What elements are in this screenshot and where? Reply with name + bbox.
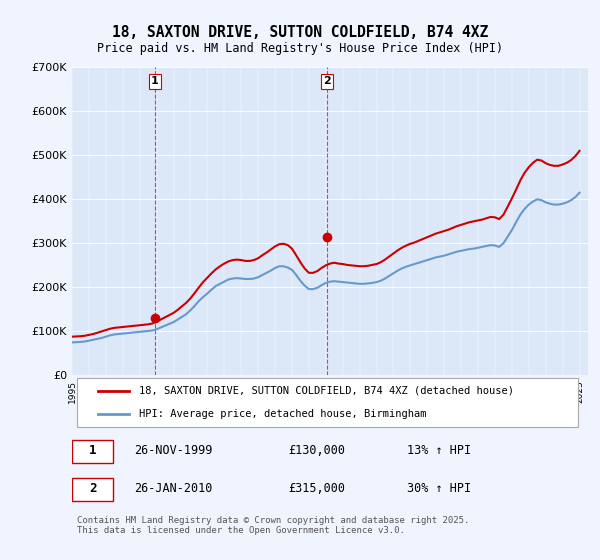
Text: HPI: Average price, detached house, Birmingham: HPI: Average price, detached house, Birm… (139, 409, 427, 419)
Text: 26-NOV-1999: 26-NOV-1999 (134, 444, 212, 457)
Text: £315,000: £315,000 (289, 482, 346, 495)
Text: Contains HM Land Registry data © Crown copyright and database right 2025.
This d: Contains HM Land Registry data © Crown c… (77, 516, 470, 535)
Text: 30% ↑ HPI: 30% ↑ HPI (407, 482, 472, 495)
Text: Price paid vs. HM Land Registry's House Price Index (HPI): Price paid vs. HM Land Registry's House … (97, 42, 503, 55)
Text: £130,000: £130,000 (289, 444, 346, 457)
Text: 26-JAN-2010: 26-JAN-2010 (134, 482, 212, 495)
Text: 18, SAXTON DRIVE, SUTTON COLDFIELD, B74 4XZ (detached house): 18, SAXTON DRIVE, SUTTON COLDFIELD, B74 … (139, 385, 514, 395)
FancyBboxPatch shape (77, 377, 578, 427)
Text: 18, SAXTON DRIVE, SUTTON COLDFIELD, B74 4XZ: 18, SAXTON DRIVE, SUTTON COLDFIELD, B74 … (112, 25, 488, 40)
Text: 2: 2 (323, 77, 331, 86)
FancyBboxPatch shape (72, 440, 113, 463)
Text: 13% ↑ HPI: 13% ↑ HPI (407, 444, 472, 457)
Text: 2: 2 (89, 482, 97, 495)
Text: 1: 1 (89, 444, 97, 457)
Text: 1: 1 (151, 77, 159, 86)
FancyBboxPatch shape (72, 478, 113, 501)
